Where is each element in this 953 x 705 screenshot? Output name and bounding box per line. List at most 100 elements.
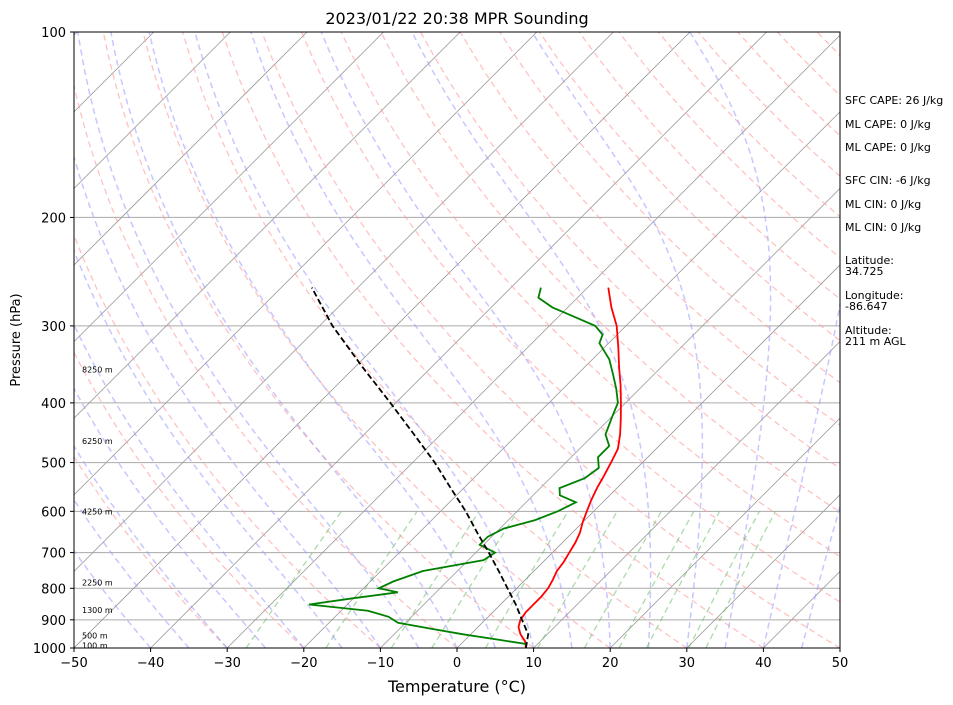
moist-adiabat [74, 444, 228, 648]
ml-cape-text-2: ML CAPE: 0 J/kg [845, 141, 931, 154]
moist-adiabat [762, 300, 840, 648]
moist-adiabat [74, 248, 343, 648]
latitude-value: 34.725 [845, 265, 884, 278]
y-tick-label: 1000 [33, 642, 66, 657]
isotherm-line [74, 32, 538, 496]
dry-adiabat [142, 32, 611, 648]
plot-frame [73, 31, 841, 649]
dry-adiabat [74, 82, 458, 648]
moist-adiabat [411, 32, 652, 648]
isotherm-line [609, 417, 840, 648]
latitude-label: Latitude: [845, 254, 894, 267]
moist-adiabat [800, 503, 840, 648]
dry-adiabat [102, 32, 534, 648]
parcel-profile [311, 287, 530, 648]
longitude-label: Longitude: [845, 289, 904, 302]
dry-adiabat [181, 32, 688, 648]
x-axis-label: Temperature (°C) [387, 677, 526, 696]
mixing-ratio-line [583, 510, 662, 648]
y-tick-label: 200 [41, 211, 66, 226]
x-tick-label: −50 [60, 656, 87, 671]
moist-adiabat [74, 154, 382, 648]
x-tick-label: 0 [453, 656, 461, 671]
mixing-ratio-line [645, 510, 721, 648]
y-tick-label: 700 [41, 547, 66, 562]
x-tick-label: −10 [367, 656, 394, 671]
ml-cape-text: ML CAPE: 0 J/kg [845, 118, 931, 131]
isotherm-line [150, 32, 767, 648]
isotherm-line [686, 494, 840, 648]
isotherm-line [74, 32, 614, 572]
dry-adiabat [74, 455, 228, 648]
mixing-ratio-line [431, 510, 519, 648]
y-tick-label: 400 [41, 397, 66, 412]
altitude-value: 211 m AGL [845, 335, 906, 348]
moist-adiabat [77, 32, 420, 648]
ml-cin-text: ML CIN: 0 J/kg [845, 198, 922, 211]
mixing-ratio-line [245, 510, 342, 648]
sfc-cape-text: SFC CAPE: 26 J/kg [845, 94, 944, 107]
isotherm-line [74, 32, 691, 648]
mixing-ratio-line [325, 510, 418, 648]
height-label: 1300 m [82, 606, 113, 615]
mixing-ratio-line [390, 510, 480, 648]
mixing-ratio-line [688, 510, 760, 648]
series-layer [308, 287, 622, 648]
axes: −50 −40 −30 −20 −10 0 10 20 30 40 50 100 200 300 400 50… [33, 26, 848, 671]
ml-cin-text-2: ML CIN: 0 J/kg [845, 221, 922, 234]
dry-adiabat [74, 350, 305, 648]
isotherm-line [226, 34, 840, 648]
y-axis-label: Pressure (hPa) [9, 293, 24, 386]
isotherm-line [74, 32, 308, 266]
height-label: 8250 m [82, 365, 113, 374]
moist-adiabat [74, 386, 267, 648]
x-tick-label: 50 [832, 656, 849, 671]
chart-title: 2023/01/22 20:38 MPR Sounding [325, 9, 588, 28]
isotherm-line [380, 187, 840, 648]
altitude-label: Altitude: [845, 324, 892, 337]
isotherm-line [303, 111, 840, 648]
height-label: 6250 m [82, 437, 113, 446]
y-tick-label: 500 [41, 457, 66, 472]
mixing-ratio-line [705, 510, 777, 648]
moist-adiabat [74, 498, 190, 648]
moist-adiabat [148, 32, 497, 648]
x-tick-label: 30 [679, 656, 696, 671]
dry-adiabat [578, 32, 840, 300]
height-label: 2250 m [82, 579, 113, 588]
dry-adiabat [221, 32, 764, 648]
moist-adiabat [320, 32, 611, 648]
x-tick-label: 40 [755, 656, 772, 671]
height-label: 4250 m [82, 507, 113, 516]
y-tick-label: 100 [41, 26, 66, 41]
grid-layer [0, 32, 840, 648]
moist-adiabat [110, 32, 458, 648]
moist-adiabat [250, 32, 573, 648]
dry-adiabat [261, 32, 840, 648]
y-tick-label: 900 [41, 614, 66, 629]
height-label: 100 m [82, 641, 108, 650]
height-label: 500 m [82, 632, 108, 641]
dry-adiabat [74, 233, 381, 648]
isotherm-line [74, 32, 384, 343]
x-tick-label: −40 [137, 656, 164, 671]
dewpoint-profile [308, 287, 619, 645]
isotherm-line [456, 264, 840, 648]
isotherm-line [74, 32, 461, 419]
x-tick-label: 20 [602, 656, 619, 671]
isotherm-line [533, 341, 840, 648]
temperature-profile [517, 287, 622, 648]
mixing-ratio-line [536, 510, 618, 648]
y-tick-label: 300 [41, 320, 66, 335]
isotherm-line [0, 32, 1, 648]
dry-adiabat [301, 32, 840, 603]
x-tick-label: −30 [213, 656, 240, 671]
x-tick-label: −20 [290, 656, 317, 671]
longitude-value: -86.647 [845, 300, 888, 313]
x-tick-label: 10 [525, 656, 542, 671]
sfc-cin-text: SFC CIN: -6 J/kg [845, 174, 931, 187]
isotherm-line [74, 32, 231, 189]
moist-adiabat [194, 32, 535, 648]
